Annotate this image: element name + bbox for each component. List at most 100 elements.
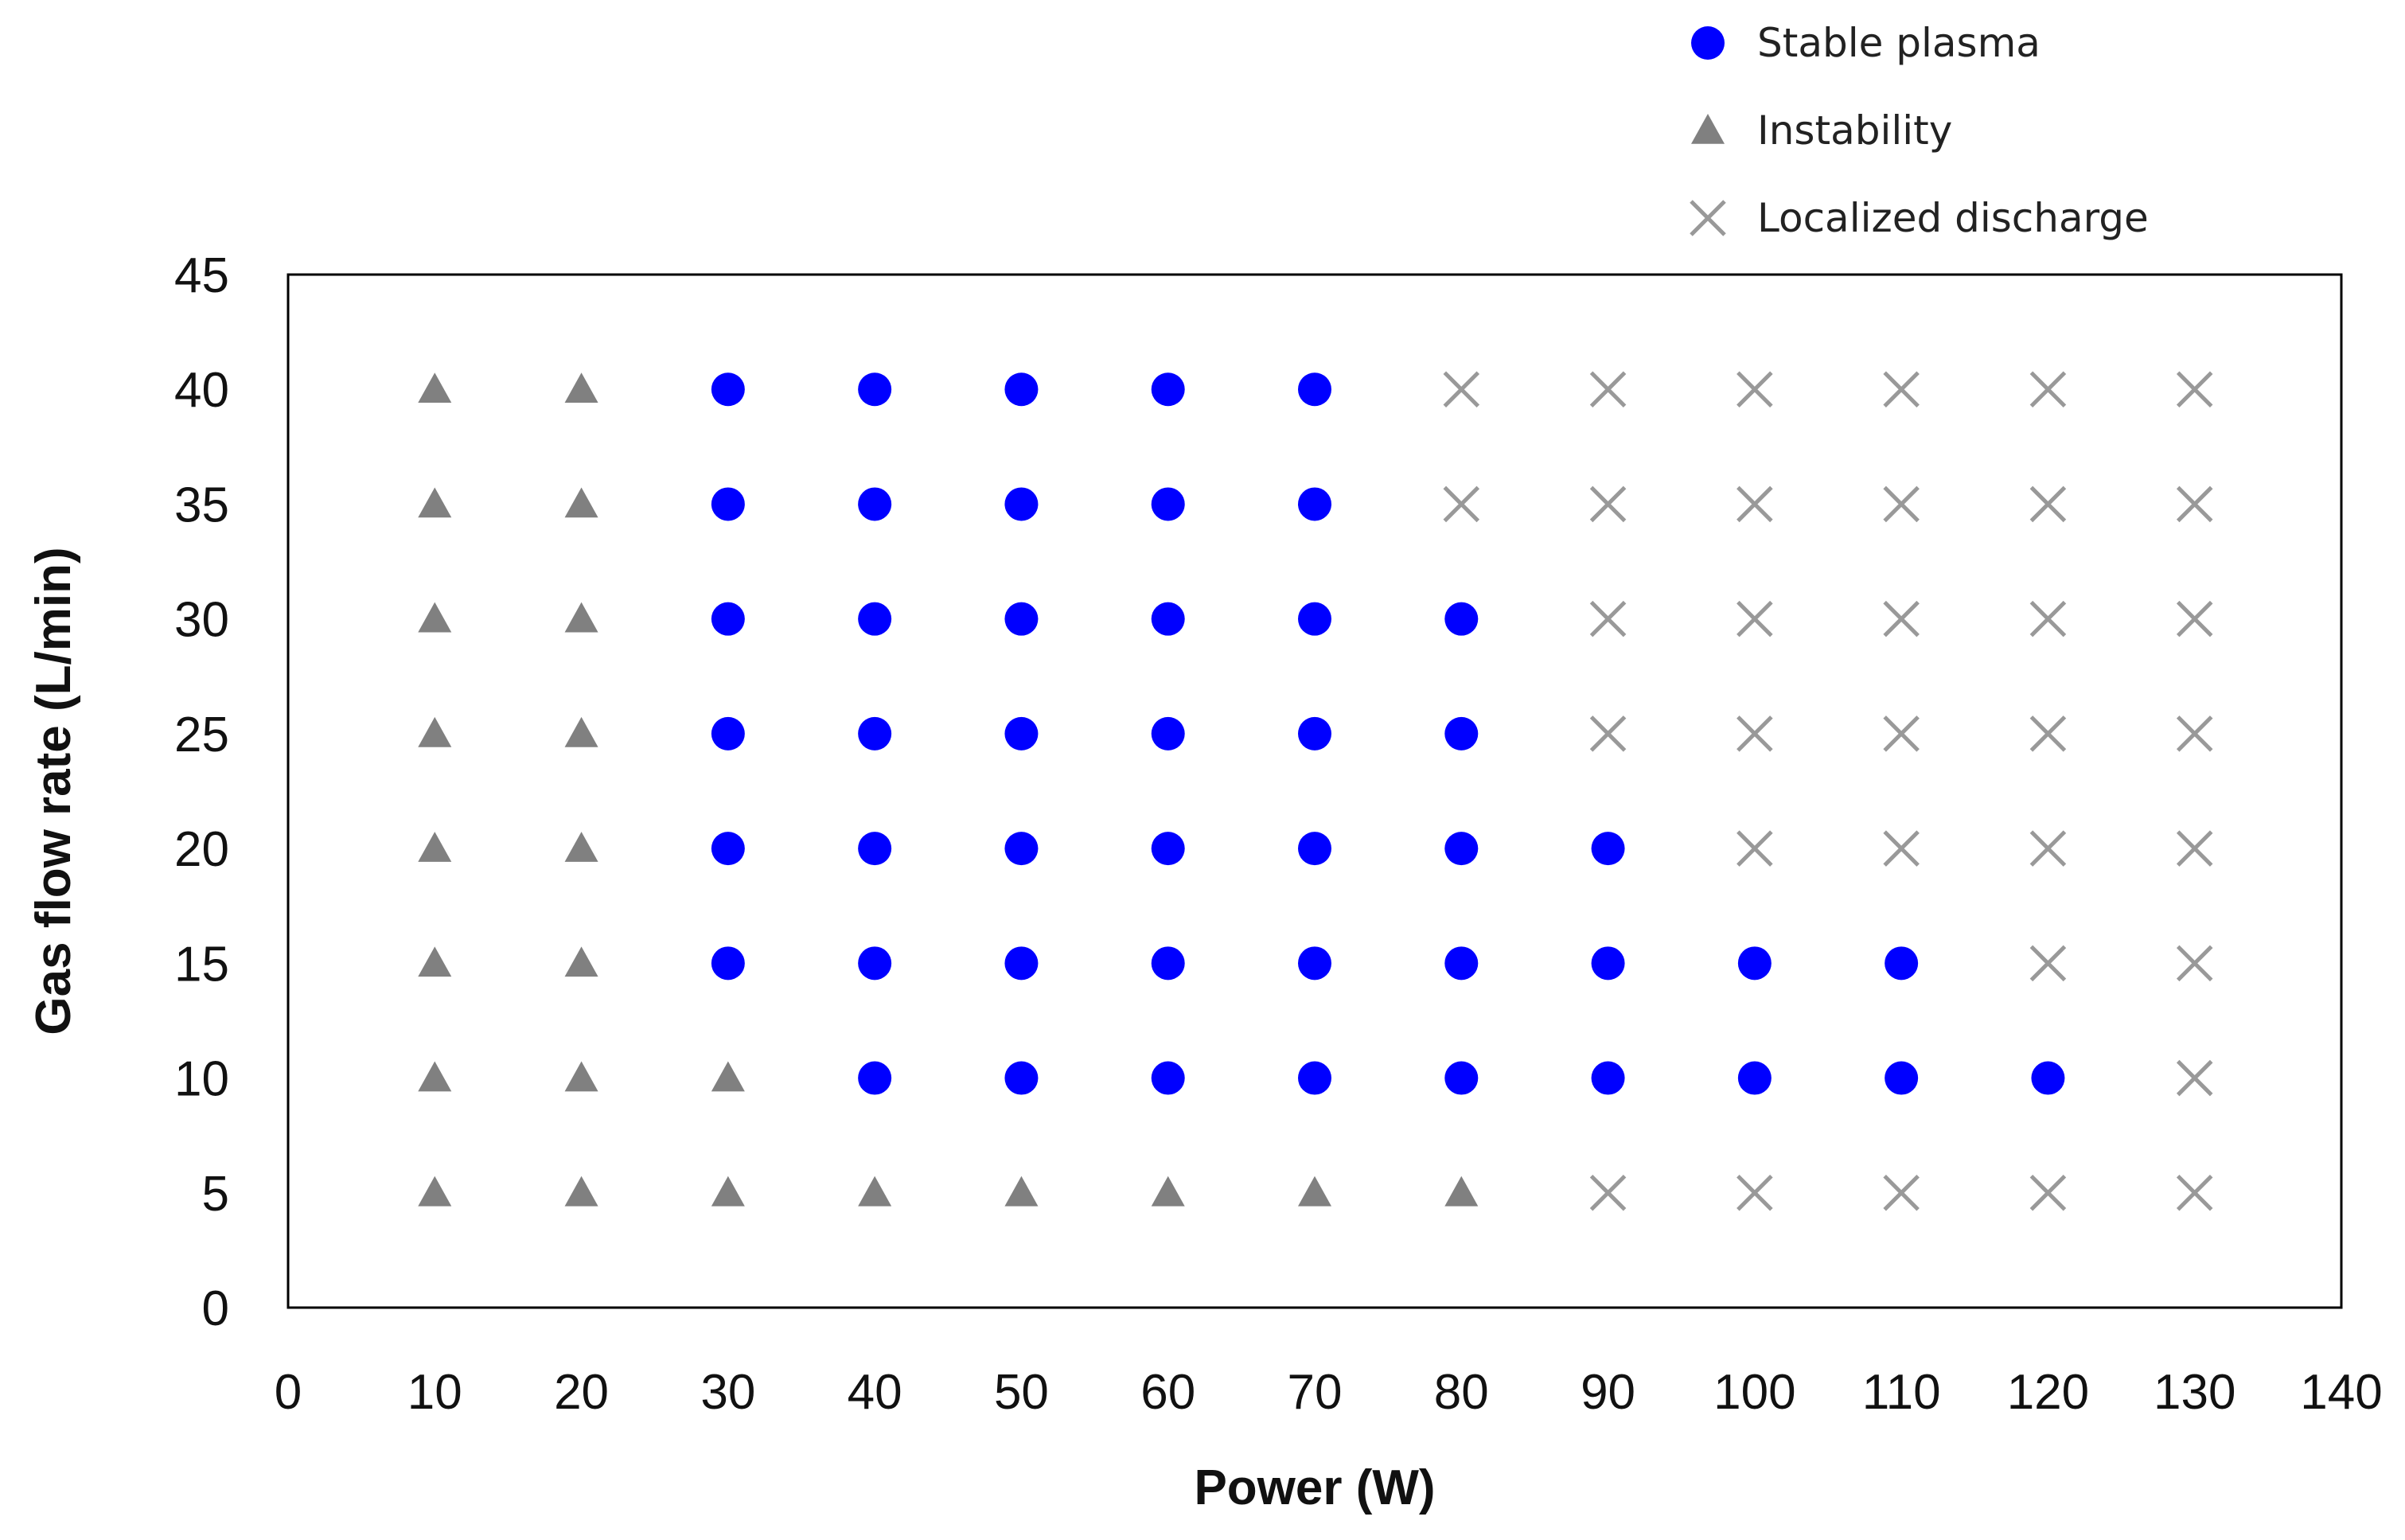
data-point — [2176, 830, 2213, 867]
data-point — [2176, 1059, 2213, 1097]
y-tick-label: 40 — [174, 363, 229, 418]
data-point — [1151, 716, 1185, 751]
data-point — [858, 946, 892, 981]
data-point — [564, 487, 598, 518]
x-tick-label: 110 — [1862, 1365, 1941, 1420]
data-point — [711, 716, 745, 751]
data-point — [1737, 485, 1773, 523]
data-point — [858, 372, 892, 407]
series-x — [1443, 371, 2213, 1211]
y-tick-label: 5 — [202, 1167, 229, 1222]
data-point — [858, 602, 892, 636]
x-tick-label: 10 — [407, 1365, 462, 1420]
data-points — [418, 371, 2213, 1211]
data-point — [2176, 715, 2213, 752]
data-point — [418, 832, 452, 862]
data-point — [564, 832, 598, 862]
x-tick-label: 80 — [1434, 1365, 1489, 1420]
data-point — [1151, 946, 1185, 981]
data-point — [418, 602, 452, 633]
data-point — [1885, 946, 1919, 981]
data-point — [418, 946, 452, 977]
data-point — [1444, 946, 1479, 981]
data-point — [564, 716, 598, 747]
x-tick-label: 60 — [1140, 1365, 1195, 1420]
data-point — [711, 946, 745, 981]
data-point — [2029, 485, 2067, 523]
y-tick-label: 20 — [174, 822, 229, 877]
data-point — [1298, 372, 1331, 407]
data-point — [1883, 715, 1920, 752]
data-point — [2029, 830, 2067, 867]
series-circle — [711, 372, 2065, 1095]
data-point — [858, 716, 892, 751]
data-point — [2029, 715, 2067, 752]
data-point — [858, 487, 892, 521]
y-axis-title: Gas flow rate (L/min) — [26, 547, 81, 1035]
x-tick-label: 40 — [848, 1365, 902, 1420]
data-point — [1004, 832, 1039, 866]
legend-item: Stable plasma — [1691, 20, 2041, 66]
data-point — [1444, 1061, 1479, 1095]
data-point — [418, 372, 452, 404]
legend: Stable plasma Instability Localized discha… — [1690, 20, 2149, 241]
y-tick-label: 45 — [174, 248, 229, 303]
data-point — [1151, 1175, 1185, 1207]
data-point — [1004, 602, 1039, 636]
data-point — [711, 832, 745, 866]
data-point — [1004, 372, 1039, 407]
data-point — [1298, 832, 1331, 866]
data-point — [1883, 600, 1920, 637]
x-tick-label: 140 — [2300, 1365, 2382, 1420]
legend-marker — [1691, 26, 1725, 60]
data-point — [2029, 600, 2067, 637]
x-tick-label: 50 — [994, 1365, 1049, 1420]
data-point — [1004, 716, 1039, 751]
data-point — [1737, 600, 1773, 637]
data-point — [1737, 946, 1772, 981]
data-point — [1151, 487, 1185, 521]
data-point — [2029, 945, 2067, 982]
data-point — [1589, 485, 1627, 523]
data-point — [564, 372, 598, 404]
y-tick-label: 0 — [202, 1281, 229, 1336]
data-point — [711, 487, 745, 521]
data-point — [1591, 946, 1625, 981]
legend-item: Instability — [1691, 107, 1952, 154]
data-point — [2176, 485, 2213, 523]
data-point — [858, 1175, 892, 1207]
data-point — [418, 487, 452, 518]
data-point — [1737, 715, 1773, 752]
y-tick-label: 25 — [174, 708, 229, 762]
x-tick-label: 130 — [2154, 1365, 2235, 1420]
x-tick-label: 20 — [554, 1365, 609, 1420]
data-point — [858, 832, 892, 866]
x-tick-label: 0 — [275, 1365, 302, 1420]
data-point — [1004, 1175, 1039, 1207]
y-tick-label: 35 — [174, 478, 229, 532]
data-point — [1883, 485, 1920, 523]
data-point — [1444, 602, 1479, 636]
x-tick-label: 120 — [2007, 1365, 2089, 1420]
data-point — [2176, 371, 2213, 407]
data-point — [418, 1175, 452, 1207]
data-point — [1444, 832, 1479, 866]
data-point — [1883, 1175, 1920, 1211]
legend-marker — [1691, 114, 1725, 144]
data-point — [1591, 832, 1625, 866]
data-point — [711, 372, 745, 407]
data-point — [1589, 1175, 1627, 1211]
data-point — [1444, 716, 1479, 751]
x-axis-title: Power (W) — [1194, 1460, 1435, 1515]
data-point — [1004, 1061, 1039, 1095]
data-point — [1589, 715, 1627, 752]
data-point — [1298, 1061, 1331, 1095]
data-point — [1004, 946, 1039, 981]
data-point — [2176, 1175, 2213, 1211]
data-point — [1591, 1061, 1625, 1095]
data-point — [1151, 832, 1185, 866]
x-tick-label: 70 — [1288, 1365, 1343, 1420]
data-point — [2176, 945, 2213, 982]
data-point — [1298, 602, 1331, 636]
